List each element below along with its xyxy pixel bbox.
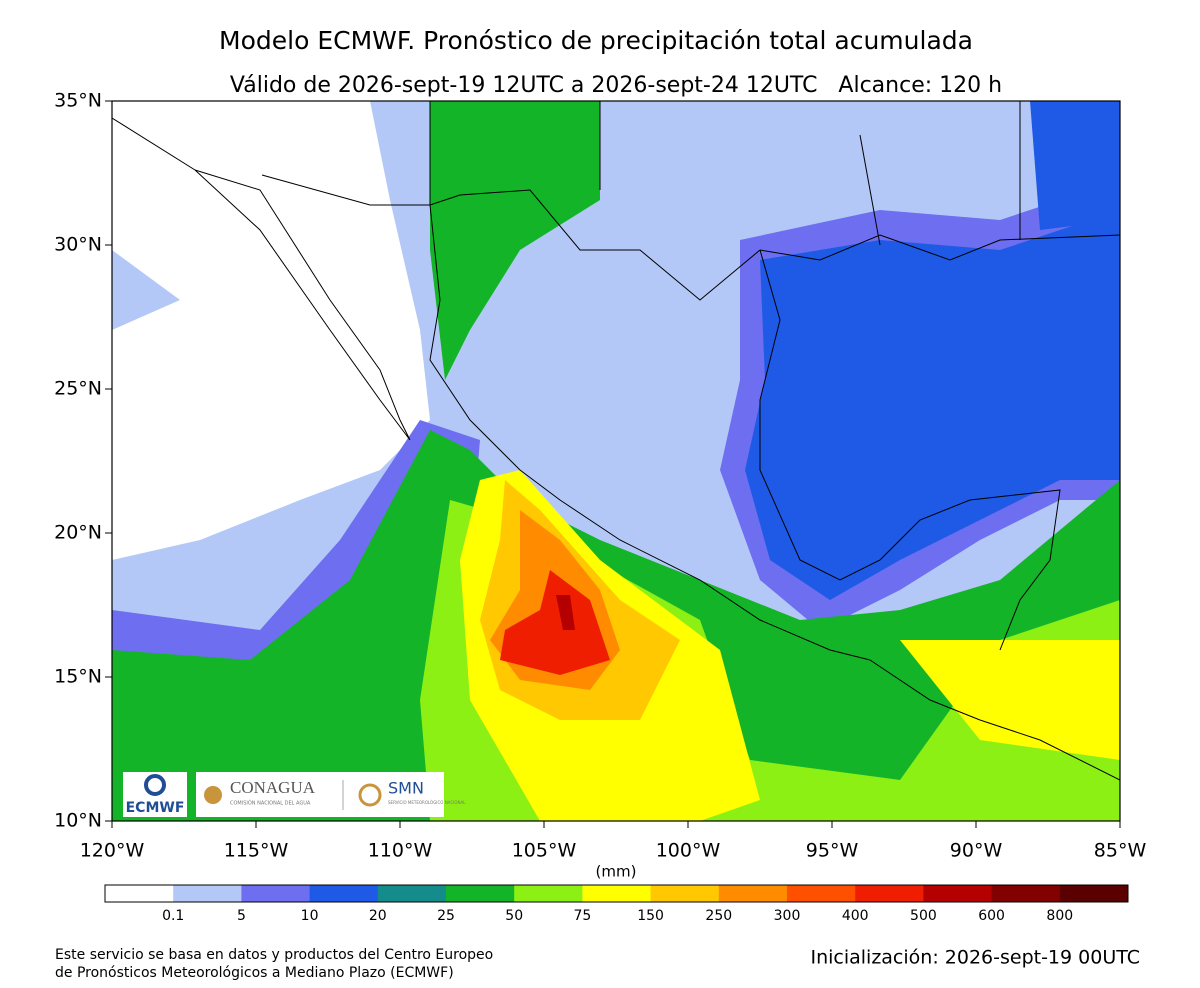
colorbar-swatch — [718, 885, 788, 902]
colorbar-label: 600 — [978, 908, 1005, 924]
colorbar-label: 300 — [774, 908, 801, 924]
map-frame — [111, 100, 1121, 822]
colorbar-swatch — [582, 885, 652, 902]
field — [500, 570, 610, 675]
source-line: Este servicio se basa en datos y product… — [55, 947, 493, 963]
colorbar-frame — [104, 884, 1129, 903]
colorbar-swatch — [446, 885, 515, 902]
field — [430, 101, 600, 380]
x-tick-label: 120°W — [80, 840, 145, 862]
y-tick-label: 20°N — [54, 522, 102, 544]
colorbar-unit: (mm) — [596, 863, 637, 881]
colorbar-label: 250 — [705, 908, 732, 924]
colorbar-swatch — [923, 885, 993, 902]
conagua-icon — [204, 786, 222, 804]
ecmwf-icon — [144, 774, 166, 796]
x-tick-label: 105°W — [512, 840, 577, 862]
y-tick-label: 10°N — [54, 810, 102, 832]
source-line: de Pronósticos Meteorológicos a Mediano … — [55, 965, 454, 981]
colorbar-label: 400 — [842, 908, 869, 924]
x-tick-label: 90°W — [950, 840, 1003, 862]
y-tick-label: 35°N — [54, 90, 102, 112]
colorbar-swatch — [514, 885, 583, 902]
x-tick-label: 95°W — [806, 840, 859, 862]
init-time: Inicialización: 2026-sept-19 00UTC — [810, 947, 1140, 969]
coastlines — [112, 101, 1120, 781]
y-tick-label: 15°N — [54, 666, 102, 688]
precip-field — [112, 101, 1120, 821]
x-tick-label: 110°W — [368, 840, 433, 862]
colorbar-swatch — [309, 885, 379, 902]
y-tick-label: 25°N — [54, 378, 102, 400]
field — [556, 595, 575, 630]
field — [112, 101, 430, 560]
conagua-subtitle: COMISIÓN NACIONAL DEL AGUA — [230, 800, 311, 807]
x-tick-label: 115°W — [224, 840, 289, 862]
colorbar-label: 0.1 — [162, 908, 184, 924]
colorbar-swatch — [105, 885, 174, 902]
subtitle: Válido de 2026-sept-19 12UTC a 2026-sept… — [230, 73, 1002, 98]
colorbar-swatch — [241, 885, 311, 902]
x-tick-label: 85°W — [1094, 840, 1147, 862]
colorbar-label: 75 — [573, 908, 591, 924]
field — [900, 640, 1120, 760]
colorbar-label: 10 — [301, 908, 319, 924]
colorbar-swatch — [787, 885, 856, 902]
colorbar-label: 150 — [637, 908, 664, 924]
colorbar-label: 5 — [237, 908, 246, 924]
x-tick-label: 100°W — [656, 840, 721, 862]
colorbar-swatch — [855, 885, 924, 902]
conagua-logo: CONAGUA — [230, 778, 316, 797]
field — [112, 420, 480, 700]
smn-icon — [358, 783, 382, 807]
colorbar-swatch — [650, 885, 720, 902]
colorbar-label: 20 — [369, 908, 387, 924]
colorbar-label: 50 — [505, 908, 523, 924]
colorbar-swatch — [173, 885, 242, 902]
smn-logo: SMN — [388, 779, 424, 798]
conagua-logo-box — [196, 772, 444, 817]
field — [1030, 101, 1120, 230]
logos: ECMWF CONAGUA COMISIÓN NACIONAL DEL AGUA… — [123, 772, 466, 817]
colorbar-swatch — [1059, 885, 1129, 902]
colorbar-label: 500 — [910, 908, 937, 924]
colorbar-swatch — [991, 885, 1061, 902]
title: Modelo ECMWF. Pronóstico de precipitació… — [219, 26, 973, 55]
ecmwf-logo: ECMWF — [126, 800, 185, 816]
y-tick-label: 30°N — [54, 234, 102, 256]
colorbar-label: 800 — [1046, 908, 1073, 924]
smn-subtitle: SERVICIO METEOROLÓGICO NACIONAL — [388, 800, 466, 805]
field — [745, 210, 1120, 600]
colorbar-swatch — [377, 885, 447, 902]
colorbar-label: 25 — [437, 908, 455, 924]
